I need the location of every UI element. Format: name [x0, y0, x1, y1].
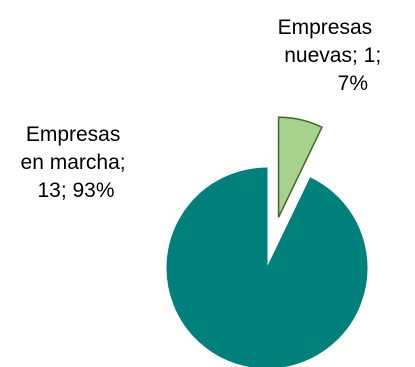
pie-slice-empresas-nuevas — [277, 116, 323, 218]
data-label-empresas-en-marcha: Empresas en marcha; 13; 93% — [21, 123, 132, 202]
data-label-empresas-nuevas: Empresas nuevas; 1; 7% — [278, 16, 387, 95]
pie-slice-empresas-en-marcha — [166, 167, 368, 367]
